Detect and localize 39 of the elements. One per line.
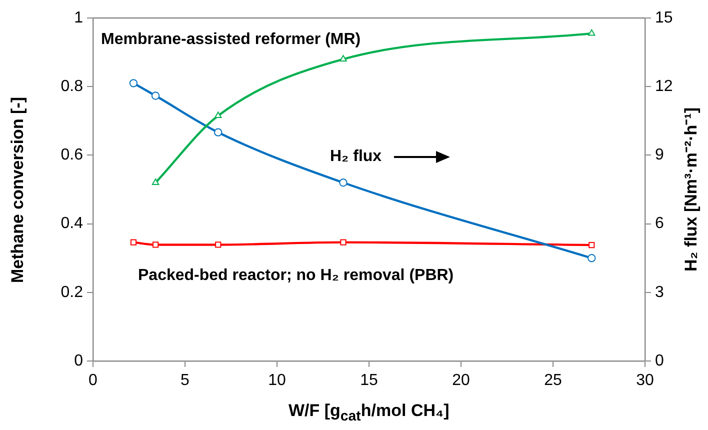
y-tick-label: 0.8 <box>60 78 84 96</box>
point <box>130 239 137 246</box>
y2-tick-label: 6 <box>655 215 664 232</box>
y-tick-label: 0.4 <box>60 215 84 232</box>
x-tick-label: 5 <box>180 372 190 390</box>
y-tick-label: 0.6 <box>60 146 84 164</box>
point <box>152 178 160 185</box>
y-axis-title: Methane conversion [-] <box>8 96 28 283</box>
point <box>339 178 348 187</box>
point <box>214 128 222 136</box>
y2-tick-label: 3 <box>655 284 664 301</box>
x-axis-title: W/F [g$_{cat}$h/mol CH₄] <box>288 401 450 424</box>
y2-axis-title: H₂ flux [Nm³·m⁻²·h⁻¹] <box>680 107 702 272</box>
y2-tick-label: 12 <box>655 78 673 96</box>
x-tick-label: 20 <box>452 372 470 390</box>
y2-tick-label: 0 <box>655 352 664 370</box>
point <box>340 239 346 246</box>
x-tick-label: 30 <box>636 372 654 390</box>
point <box>214 112 222 118</box>
x-tick-label: 0 <box>88 372 98 390</box>
y2-tick-label: 15 <box>655 9 673 26</box>
annotation: Packed-bed reactor; no H₂ removal (PBR) <box>138 267 454 285</box>
x-tick-label: 25 <box>544 372 562 390</box>
x-tick-label: 15 <box>360 372 378 390</box>
point <box>588 242 595 248</box>
y-tick-label: 0 <box>74 352 84 370</box>
point <box>129 79 138 88</box>
point <box>152 242 159 248</box>
y-tick-label: 0.2 <box>60 284 84 301</box>
annotation: H₂ flux <box>330 148 382 166</box>
y-tick-label: 1 <box>74 9 84 26</box>
point <box>340 55 347 62</box>
point <box>588 254 596 262</box>
x-tick-label: 10 <box>268 372 286 390</box>
point <box>215 242 222 248</box>
y2-tick-label: 9 <box>655 146 664 164</box>
annotation: Membrane-assisted reformer (MR) <box>101 31 361 49</box>
point <box>151 92 160 100</box>
point <box>588 29 596 36</box>
